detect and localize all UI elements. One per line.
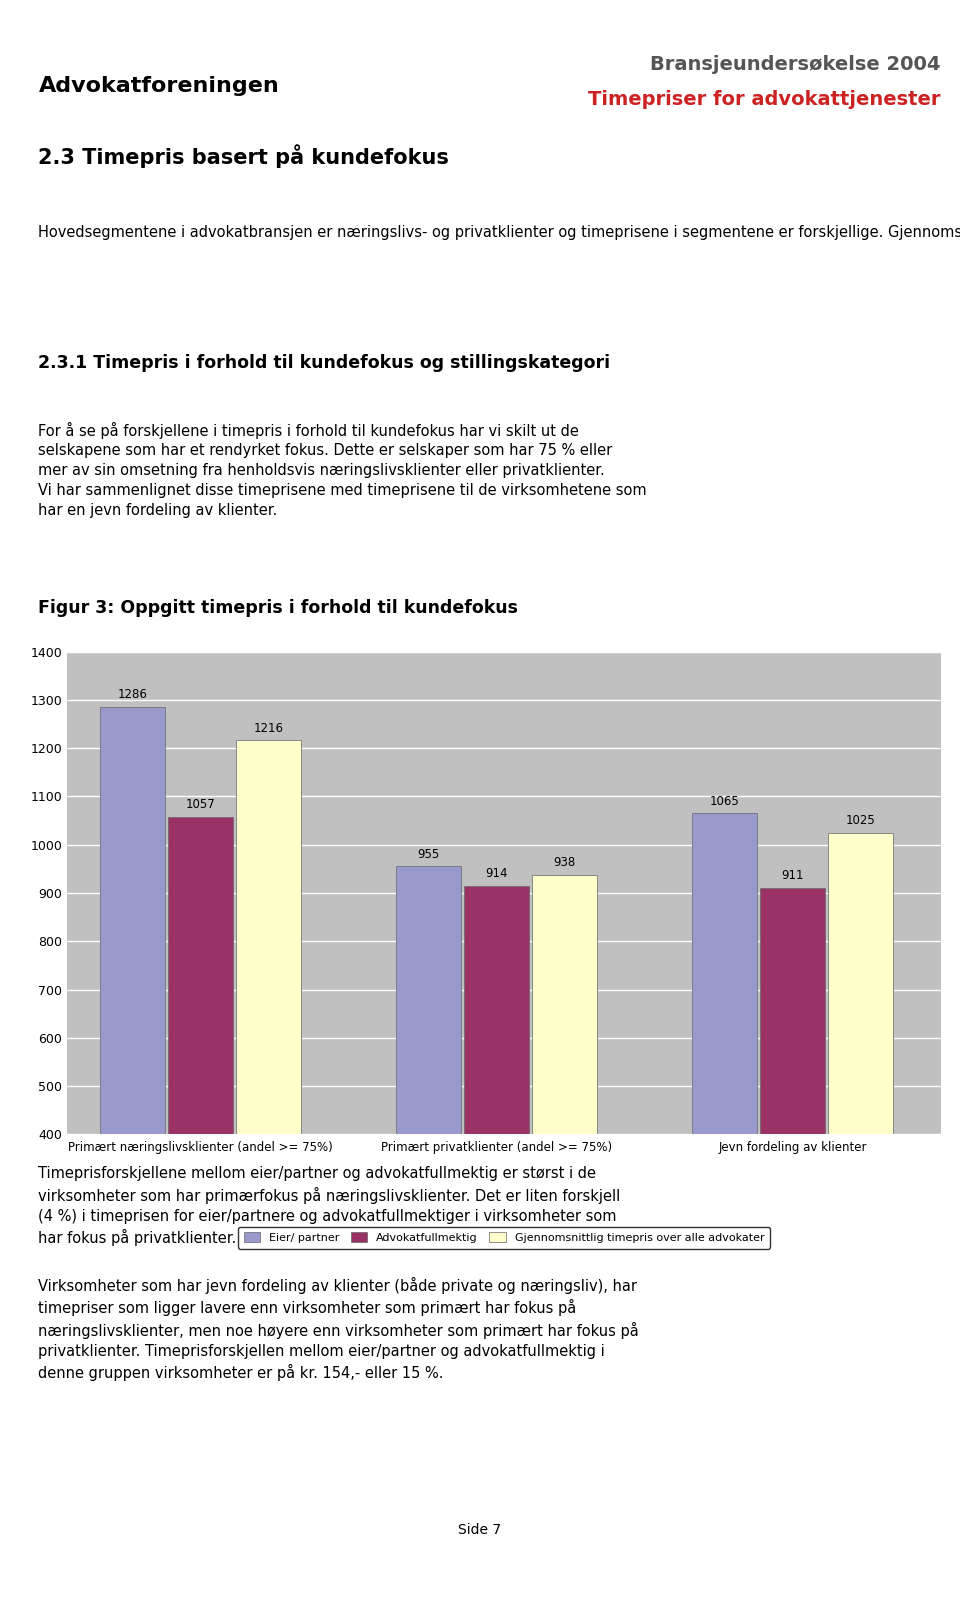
- Text: Bransjeundersøkelse 2004: Bransjeundersøkelse 2004: [650, 55, 941, 74]
- Text: 1286: 1286: [117, 689, 147, 702]
- Text: 911: 911: [781, 869, 804, 882]
- Text: 1057: 1057: [185, 798, 215, 811]
- Bar: [828, 833, 894, 1327]
- Text: 2.3.1 Timepris i forhold til kundefokus og stillingskategori: 2.3.1 Timepris i forhold til kundefokus …: [38, 354, 611, 372]
- Text: For å se på forskjellene i timepris i forhold til kundefokus har vi skilt ut de
: For å se på forskjellene i timepris i fo…: [38, 422, 647, 518]
- Text: Virksomheter som har jevn fordeling av klienter (både private og næringsliv), ha: Virksomheter som har jevn fordeling av k…: [38, 1276, 639, 1381]
- Text: Figur 3: Oppgitt timepris i forhold til kundefokus: Figur 3: Oppgitt timepris i forhold til …: [38, 600, 518, 618]
- Text: Hovedsegmentene i advokatbransjen er næringslivs- og privatklienter og timeprise: Hovedsegmentene i advokatbransjen er nær…: [38, 224, 960, 240]
- Bar: [168, 817, 233, 1327]
- Text: Timeprisforskjellene mellom eier/partner og advokatfullmektig er størst i de
vir: Timeprisforskjellene mellom eier/partner…: [38, 1167, 621, 1247]
- Text: Advokatforeningen: Advokatforeningen: [38, 76, 279, 97]
- Text: 955: 955: [418, 848, 440, 861]
- Text: Side 7: Side 7: [459, 1522, 501, 1537]
- Bar: [100, 706, 165, 1327]
- Bar: [532, 875, 597, 1327]
- Bar: [692, 814, 757, 1327]
- Text: 914: 914: [486, 867, 508, 880]
- Text: 2.3 Timepris basert på kundefokus: 2.3 Timepris basert på kundefokus: [38, 145, 449, 169]
- Bar: [236, 740, 301, 1327]
- Bar: [396, 866, 461, 1327]
- Text: Timepriser for advokattjenester: Timepriser for advokattjenester: [588, 90, 941, 109]
- Bar: [760, 888, 826, 1327]
- Text: 1025: 1025: [846, 814, 876, 827]
- Legend: Eier/ partner, Advokatfullmektig, Gjennomsnittlig timepris over alle advokater: Eier/ partner, Advokatfullmektig, Gjenno…: [238, 1226, 770, 1249]
- Text: 938: 938: [554, 856, 576, 869]
- Bar: [464, 887, 529, 1327]
- Text: 1065: 1065: [709, 795, 739, 808]
- Text: 1216: 1216: [253, 722, 283, 735]
